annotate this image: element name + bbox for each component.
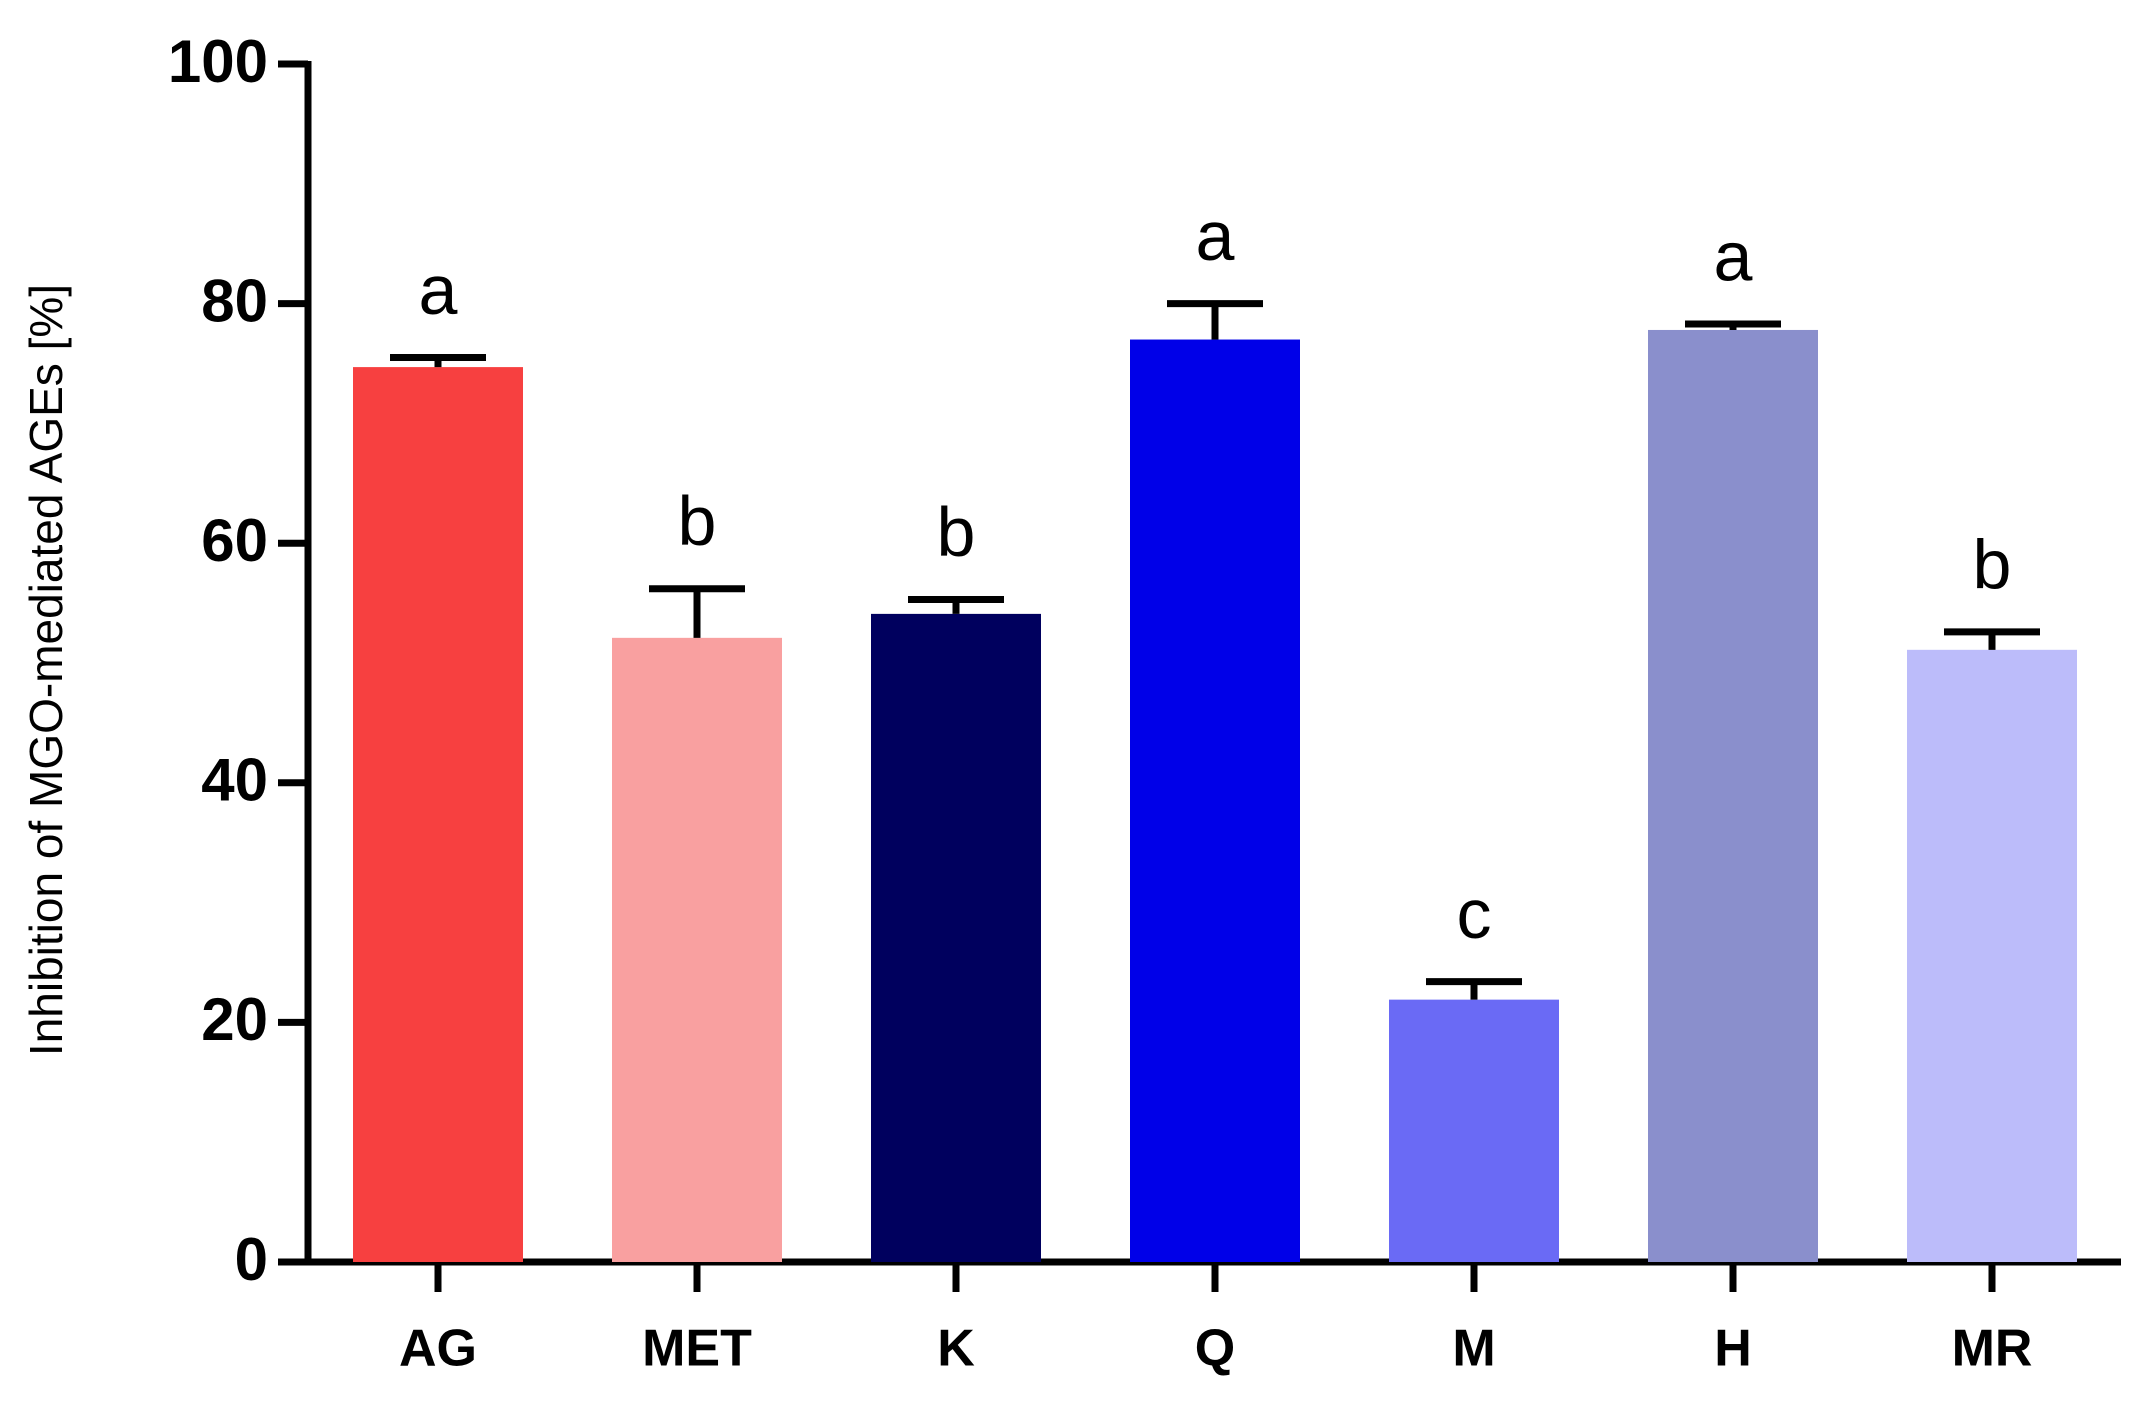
significance-letter: b	[937, 493, 976, 571]
bar	[612, 637, 782, 1262]
error-bar	[649, 585, 745, 638]
error-bar	[908, 596, 1004, 614]
significance-letter: b	[678, 482, 717, 560]
error-bar	[1167, 300, 1263, 340]
error-bar	[1426, 978, 1522, 1000]
error-bar	[1944, 628, 2040, 650]
x-tick-label: MR	[1952, 1320, 2033, 1378]
y-tick-label: 100	[168, 28, 268, 95]
x-tick-label: AG	[399, 1320, 477, 1378]
y-tick-label: 40	[201, 747, 268, 814]
bar	[1648, 329, 1818, 1262]
significance-letter: c	[1457, 875, 1492, 953]
bar	[1389, 999, 1559, 1262]
y-tick-label: 0	[235, 1226, 268, 1293]
error-bar	[1685, 320, 1781, 330]
significance-letter: a	[1714, 217, 1753, 295]
significance-letter: b	[1973, 525, 2012, 603]
y-tick-label: 80	[201, 267, 268, 334]
significance-letter: a	[1196, 197, 1235, 275]
x-tick-label: M	[1452, 1320, 1495, 1378]
y-tick-label: 60	[201, 507, 268, 574]
x-tick-label: Q	[1195, 1320, 1235, 1378]
x-tick-label: MET	[642, 1320, 752, 1378]
y-tick-label: 20	[201, 986, 268, 1053]
x-tick-label: H	[1714, 1320, 1752, 1378]
x-tick-label: K	[937, 1320, 975, 1378]
bar	[1907, 649, 2077, 1262]
error-bar	[390, 354, 486, 368]
bar	[1130, 339, 1300, 1262]
y-axis-label: Inhibition of MGO-mediated AGEs [%]	[20, 284, 72, 1056]
bar	[871, 613, 1041, 1262]
significance-letter: a	[419, 251, 458, 329]
bar	[353, 367, 523, 1262]
